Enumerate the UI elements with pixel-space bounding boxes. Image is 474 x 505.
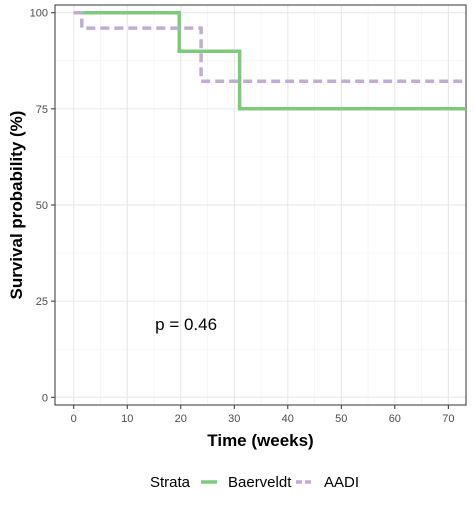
survival-curve-baerveldt xyxy=(73,10,466,111)
legend: Strata Baerveldt AADI xyxy=(150,474,359,491)
y-tick-label: 100 xyxy=(30,8,48,20)
series-layer xyxy=(73,10,466,111)
axes: 0 10 20 30 40 50 60 70 0 25 50 75 100 xyxy=(30,8,455,425)
legend-title: Strata xyxy=(150,474,191,491)
x-tick-label: 30 xyxy=(228,413,240,425)
y-tick-label: 50 xyxy=(36,200,48,212)
x-tick-label: 20 xyxy=(175,413,187,425)
x-axis-title: Time (weeks) xyxy=(207,431,313,450)
survival-curve-aadi xyxy=(73,10,466,83)
legend-label-aadi: AADI xyxy=(324,474,359,491)
y-axis-title: Survival probability (%) xyxy=(7,111,26,300)
legend-label-baerveldt: Baerveldt xyxy=(228,474,292,491)
x-tick-label: 10 xyxy=(121,413,133,425)
y-tick-label: 0 xyxy=(42,392,48,404)
x-tick-label: 60 xyxy=(389,413,401,425)
y-tick-label: 25 xyxy=(36,296,48,308)
x-tick-label: 70 xyxy=(442,413,454,425)
y-tick-label: 75 xyxy=(36,104,48,116)
p-value-annotation: p = 0.46 xyxy=(155,315,217,334)
x-tick-label: 0 xyxy=(71,413,77,425)
x-tick-label: 50 xyxy=(335,413,347,425)
x-tick-label: 40 xyxy=(282,413,294,425)
